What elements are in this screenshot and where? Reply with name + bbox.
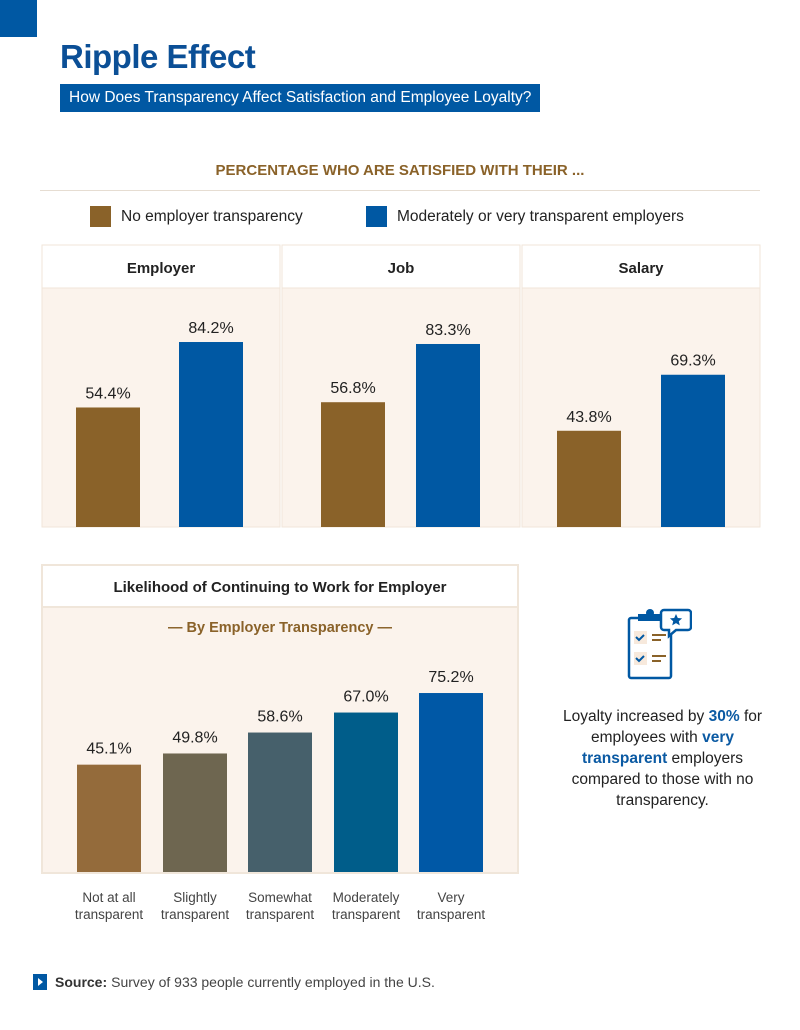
bar <box>163 753 227 872</box>
legend-swatch <box>90 206 111 227</box>
data-label: 84.2% <box>188 320 233 337</box>
data-label: 75.2% <box>428 669 473 686</box>
page-title: Ripple Effect <box>60 38 256 75</box>
legend-swatch <box>366 206 387 227</box>
divider <box>40 190 760 191</box>
data-label: 67.0% <box>343 689 388 706</box>
category-label: transparent <box>75 907 144 922</box>
satisfaction-chart: Employer 54.4% 84.2% Job 56.8% 83.3% Salary 43.… <box>41 244 761 528</box>
legend-item-no-transparency: No employer transparency <box>90 206 303 227</box>
bar <box>557 430 621 527</box>
bar <box>179 342 243 527</box>
bar <box>321 402 385 527</box>
data-label: 43.8% <box>566 409 611 426</box>
data-label: 83.3% <box>425 322 470 339</box>
chart1-title: PERCENTAGE WHO ARE SATISFIED WITH THEIR … <box>215 162 585 179</box>
chart-header <box>41 564 519 608</box>
loyalty-callout: Loyalty increased by 30% for employees w… <box>555 706 770 811</box>
legend-item-transparent: Moderately or very transparent employers <box>366 206 684 227</box>
data-label: 45.1% <box>86 741 131 758</box>
page-subtitle: How Does Transparency Affect Satisfactio… <box>60 84 541 112</box>
category-label-employer: Employer <box>127 260 196 277</box>
source-label: Source: <box>55 974 108 990</box>
panel-header <box>521 244 761 289</box>
callout-highlight-phrase: very transparent <box>581 729 735 767</box>
data-label: 49.8% <box>172 729 217 746</box>
category-label: transparent <box>161 907 230 922</box>
corner-accent <box>0 0 37 37</box>
category-label: Moderately <box>333 890 400 905</box>
panel-header <box>281 244 521 289</box>
clipboard-checklist-star-icon <box>627 608 692 680</box>
bar <box>77 764 141 872</box>
chart-subtitle: — By Employer Transparency — <box>168 620 393 636</box>
data-label: 69.3% <box>670 353 715 370</box>
category-label: transparent <box>246 907 315 922</box>
callout-text: for employees with <box>590 708 763 746</box>
bar <box>334 712 398 872</box>
data-label: 56.8% <box>330 380 375 397</box>
legend-label: Moderately or very transparent employers <box>397 207 684 225</box>
loyalty-chart: Likelihood of Continuing to Work for Emp… <box>41 564 519 922</box>
bar <box>661 374 725 527</box>
bar <box>419 693 483 872</box>
category-label-salary: Salary <box>618 260 664 277</box>
source-note: Source: Survey of 933 people currently e… <box>33 974 435 990</box>
source-text: Survey of 933 people currently employed … <box>111 974 435 990</box>
panel-header <box>41 244 281 289</box>
category-label: Somewhat <box>248 890 312 905</box>
category-label: transparent <box>332 907 401 922</box>
category-label: transparent <box>417 907 486 922</box>
category-label: Very <box>437 890 464 905</box>
category-label-job: Job <box>388 260 415 277</box>
category-label: Slightly <box>173 890 217 905</box>
callout-highlight-percent: 30% <box>708 708 740 725</box>
bar <box>76 407 140 527</box>
category-label: Not at all <box>82 890 135 905</box>
chart-title: Likelihood of Continuing to Work for Emp… <box>113 579 446 596</box>
bar <box>416 343 480 527</box>
data-label: 54.4% <box>85 385 130 402</box>
data-label: 58.6% <box>257 709 302 726</box>
legend-label: No employer transparency <box>121 207 303 225</box>
bar <box>248 732 312 872</box>
callout-text: Loyalty increased by <box>562 708 705 725</box>
play-arrow-icon <box>33 974 47 990</box>
callout-text: employers compared to those with no tran… <box>571 750 754 809</box>
